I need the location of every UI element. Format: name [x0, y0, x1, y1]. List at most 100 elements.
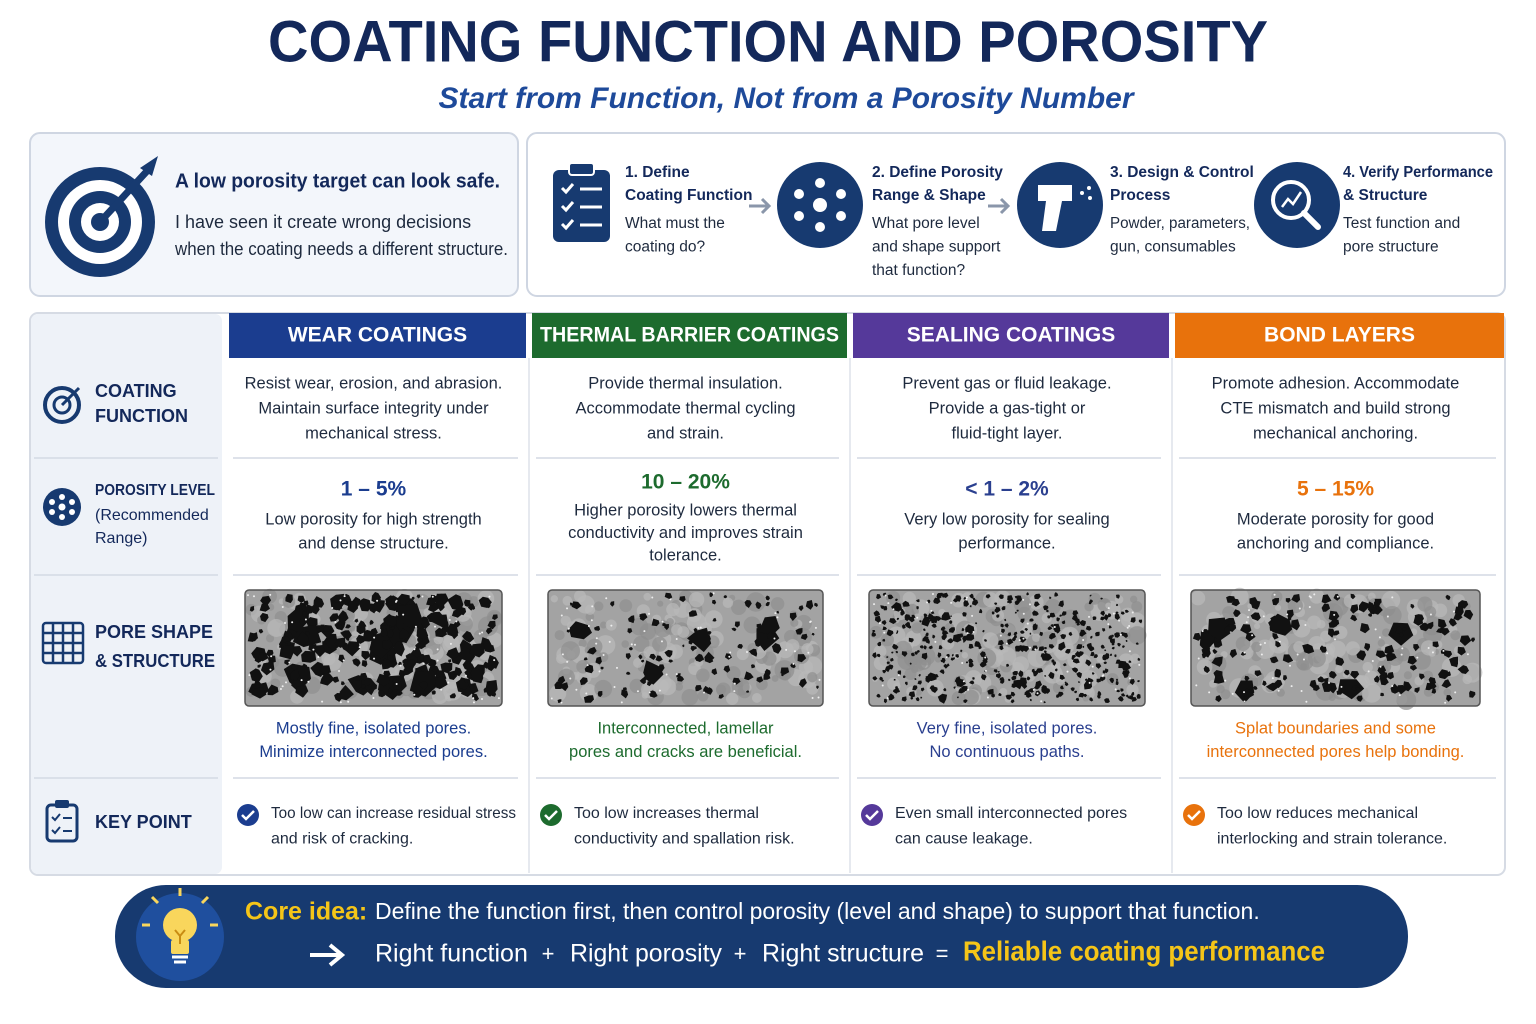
pore: [1282, 654, 1294, 663]
porosity-text: conductivity and improves strain: [568, 524, 803, 542]
micrograph-speck: [1028, 603, 1031, 606]
steps-panel: [526, 132, 1506, 297]
micrograph-speck: [1247, 616, 1250, 619]
pore: [910, 697, 914, 700]
equation-term: Right porosity: [570, 940, 722, 968]
pore: [1047, 615, 1051, 619]
pore: [1013, 631, 1018, 636]
pore: [1014, 611, 1017, 614]
micrograph-speck: [1386, 615, 1389, 618]
pore: [365, 684, 372, 691]
pore: [1328, 621, 1337, 628]
micrograph-speck: [675, 673, 678, 676]
function-row-icon: [43, 386, 81, 424]
micrograph-speck: [283, 621, 286, 624]
pore: [393, 640, 405, 657]
pore: [756, 676, 764, 683]
check-mark: [865, 810, 879, 821]
micrograph-speck: [281, 606, 284, 609]
pore: [1044, 675, 1047, 677]
micrograph-speck: [247, 594, 250, 597]
micrograph-speck: [1296, 653, 1299, 656]
pore: [924, 622, 928, 626]
pore: [1059, 674, 1066, 680]
pore: [1026, 592, 1029, 596]
pore: [622, 687, 628, 691]
pore: [892, 643, 899, 650]
pore: [920, 687, 925, 692]
pore: [943, 688, 947, 692]
check-mark: [241, 810, 255, 821]
micrograph-speck: [1466, 653, 1469, 656]
micrograph-grain: [1129, 653, 1141, 664]
micrograph-speck: [448, 618, 451, 621]
pore: [1008, 599, 1013, 604]
pore: [347, 600, 359, 613]
pore: [1413, 615, 1424, 626]
micrograph-speck: [633, 643, 636, 646]
micrograph-grain: [573, 590, 587, 603]
pore: [1019, 630, 1025, 634]
porosity-text: anchoring and compliance.: [1237, 534, 1434, 552]
pore: [996, 614, 1000, 618]
pore: [1445, 594, 1451, 601]
pore: [904, 621, 911, 629]
pore: [1223, 626, 1232, 633]
micrograph-grain: [1345, 641, 1360, 656]
pore: [897, 690, 900, 693]
pore: [1104, 649, 1107, 652]
micrograph-speck: [630, 643, 633, 646]
micrograph-grain: [1190, 590, 1206, 606]
micrograph-speck: [728, 655, 731, 658]
pore: [1061, 620, 1066, 624]
pore: [449, 693, 456, 699]
micrograph-speck: [746, 651, 749, 654]
pore: [991, 693, 996, 698]
micrograph-grain: [731, 599, 747, 615]
micrograph-grain: [578, 639, 587, 648]
pore: [464, 678, 469, 683]
pore: [468, 603, 475, 611]
pore: [883, 698, 888, 704]
pore: [1422, 622, 1428, 629]
pore: [584, 664, 594, 674]
pore: [1010, 699, 1015, 704]
pore: [638, 654, 643, 660]
micrograph-speck: [1197, 657, 1200, 660]
micrograph-speck: [413, 648, 416, 651]
micrograph-speck: [699, 626, 702, 629]
pore: [982, 629, 985, 633]
pore: [340, 681, 345, 686]
pore: [876, 653, 881, 658]
pore: [998, 693, 1002, 697]
check-circle: [1183, 804, 1205, 826]
micrograph-speck: [285, 681, 288, 684]
micrograph-speck: [343, 595, 346, 598]
pore: [1329, 671, 1337, 679]
pore: [1444, 650, 1453, 658]
pore: [1010, 691, 1016, 697]
micrograph-grain: [801, 643, 814, 656]
pore: [1111, 646, 1115, 650]
pore: [1440, 628, 1450, 636]
pore: [1212, 648, 1218, 655]
pore: [259, 602, 270, 612]
key-point-text: Too low reduces mechanical: [1217, 805, 1418, 822]
pore: [1359, 601, 1369, 613]
pore: [882, 638, 886, 642]
pore: [451, 608, 463, 618]
micrograph-speck: [413, 693, 416, 696]
micrograph-speck: [1371, 659, 1374, 662]
pore: [1333, 593, 1341, 601]
pore: [1065, 649, 1071, 654]
micrograph-grain: [549, 684, 567, 702]
pore: [964, 600, 968, 604]
pore: [1108, 625, 1112, 629]
pore: [600, 666, 604, 670]
pore: [709, 592, 713, 598]
micrograph-speck: [1401, 647, 1404, 650]
micrograph-speck: [1102, 674, 1105, 677]
pore: [342, 645, 349, 651]
key-point-text: can cause leakage.: [895, 831, 1033, 848]
pore: [889, 618, 897, 624]
